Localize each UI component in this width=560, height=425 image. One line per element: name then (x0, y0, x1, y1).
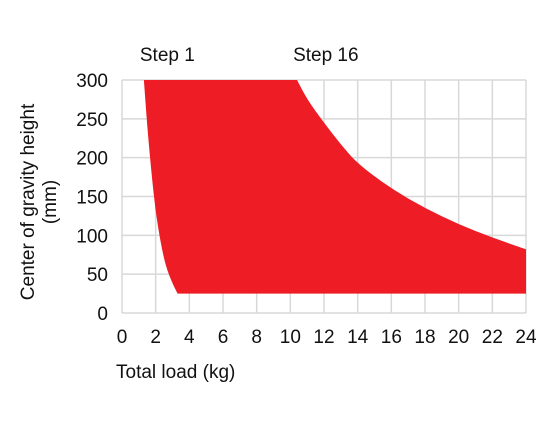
y-tick-label: 200 (76, 149, 108, 170)
x-tick-label: 8 (251, 327, 262, 348)
y-axis-label-group: Center of gravity height (mm) (18, 103, 61, 300)
operating-region-area (143, 80, 526, 294)
x-tick-label: 24 (515, 327, 537, 348)
y-tick-labels: 0 50 100 150 200 250 300 (76, 71, 108, 325)
y-tick-label: 50 (87, 265, 108, 286)
y-tick-label: 150 (76, 188, 108, 209)
x-tick-labels: 0 2 4 6 8 10 12 14 16 18 20 22 24 (117, 327, 537, 348)
x-tick-label: 22 (482, 327, 503, 348)
x-tick-label: 12 (313, 327, 334, 348)
x-tick-label: 20 (448, 327, 469, 348)
y-axis-label-line1: Center of gravity height (18, 103, 39, 300)
x-tick-label: 0 (117, 327, 128, 348)
x-tick-label: 2 (150, 327, 161, 348)
y-tick-label: 0 (97, 304, 108, 325)
x-tick-label: 4 (184, 327, 195, 348)
y-tick-label: 300 (76, 71, 108, 92)
x-axis-label: Total load (kg) (116, 362, 235, 383)
x-tick-label: 6 (218, 327, 229, 348)
x-tick-label: 18 (414, 327, 435, 348)
x-tick-label: 10 (280, 327, 301, 348)
step-annotations: Step 1 Step 16 (140, 45, 359, 66)
y-tick-label: 250 (76, 110, 108, 131)
y-axis-label-line2: (mm) (40, 180, 61, 224)
x-tick-label: 14 (347, 327, 369, 348)
x-tick-label: 16 (381, 327, 402, 348)
step-annotation: Step 1 (140, 45, 195, 66)
y-tick-label: 100 (76, 226, 108, 247)
step-annotation: Step 16 (293, 45, 359, 66)
